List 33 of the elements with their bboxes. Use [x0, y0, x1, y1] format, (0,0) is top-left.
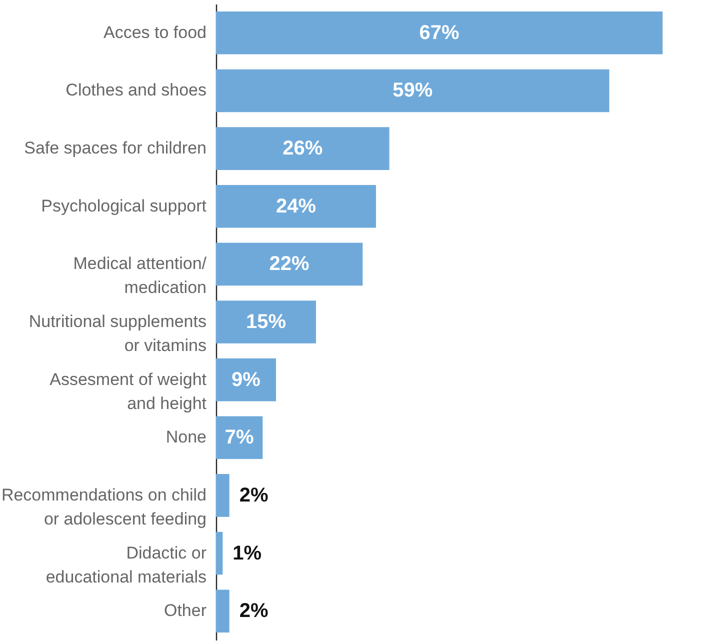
y-tick-label: Medical attention/ medication	[73, 254, 207, 298]
data-label: 7%	[224, 426, 254, 449]
y-tick-label: Safe spaces for children	[24, 138, 206, 158]
data-label: 2%	[239, 600, 268, 622]
bar	[216, 358, 276, 402]
bar	[216, 242, 363, 286]
y-tick-label: Psychological support	[41, 196, 207, 216]
data-label: 9%	[232, 368, 261, 391]
y-tick-label: Assesment of weight and height	[50, 370, 207, 413]
y-tick-label: Clothes and shoes	[66, 80, 206, 100]
bar	[216, 532, 223, 575]
y-tick-label: Didactic or educational materials	[46, 543, 207, 586]
bar	[216, 69, 610, 112]
data-label: 1%	[232, 542, 262, 564]
data-label: 22%	[269, 253, 310, 276]
bar	[216, 590, 230, 632]
bar	[216, 127, 390, 170]
bar	[216, 184, 376, 228]
y-tick-label: Recommendations on child or adolescent feeding	[1, 485, 206, 528]
data-label: 24%	[276, 195, 316, 218]
bar	[216, 300, 316, 344]
data-label: 67%	[419, 22, 460, 44]
y-tick-label: Nutritional supplements or vitamins	[28, 312, 206, 355]
y-tick-label: None	[166, 428, 206, 447]
data-label: 26%	[282, 138, 323, 160]
bar	[216, 416, 263, 460]
data-label: 59%	[392, 80, 433, 102]
data-label: 2%	[239, 484, 268, 506]
y-tick-label: Other	[164, 601, 207, 620]
bar	[216, 12, 663, 54]
bar	[216, 474, 230, 517]
data-label: 15%	[246, 311, 286, 333]
y-tick-label: Acces to food	[103, 22, 206, 42]
